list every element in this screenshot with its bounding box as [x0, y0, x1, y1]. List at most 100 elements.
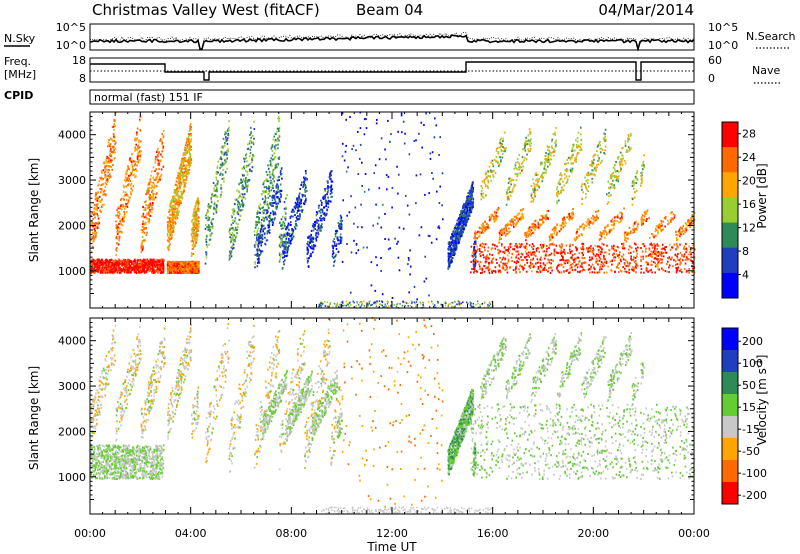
power-cell	[131, 263, 133, 266]
power-cell	[326, 180, 329, 183]
power-cell	[176, 211, 178, 214]
power-cell	[378, 187, 381, 190]
power-cell	[139, 153, 142, 156]
power-cell	[339, 236, 342, 239]
power-cell	[196, 263, 198, 266]
power-cell	[232, 222, 234, 224]
power-cell	[95, 232, 97, 235]
power-cell	[174, 221, 176, 224]
power-cell	[101, 269, 104, 272]
power-cell	[102, 262, 104, 265]
power-cell	[147, 187, 150, 190]
noise-tick-bottom-right: 10^0	[708, 39, 738, 52]
power-cell	[108, 169, 111, 172]
power-cell	[214, 194, 217, 197]
power-cell	[298, 202, 301, 205]
power-cell	[272, 211, 275, 214]
power-cell	[189, 148, 191, 151]
power-cell	[309, 235, 311, 238]
power-cell	[247, 184, 249, 187]
power-cell	[136, 259, 139, 262]
power-cell	[184, 182, 186, 185]
power-cell	[180, 169, 183, 172]
power-cell	[227, 148, 229, 151]
power-cell	[177, 171, 179, 174]
power-cell	[355, 243, 358, 246]
power-cell	[155, 168, 158, 171]
power-cell	[261, 210, 264, 213]
power-cell	[179, 261, 181, 264]
power-cell	[156, 177, 158, 180]
power-cell	[124, 266, 127, 269]
power-cell	[104, 262, 107, 265]
power-cell	[226, 150, 228, 152]
power-cell	[91, 250, 93, 253]
power-cell	[264, 197, 267, 200]
power-cell	[300, 183, 302, 186]
power-cell	[161, 150, 163, 153]
power-cell	[274, 213, 277, 216]
power-cell	[197, 222, 199, 225]
power-cell	[111, 263, 114, 266]
power-cell	[265, 239, 268, 242]
power-cell	[147, 213, 149, 216]
power-cell	[401, 131, 403, 134]
power-cell	[181, 267, 183, 270]
power-cell	[174, 199, 176, 202]
power-cell	[107, 171, 109, 174]
power-cell	[110, 258, 113, 261]
power-cell	[136, 161, 138, 163]
power-cell	[276, 195, 278, 198]
power-cell	[183, 158, 185, 161]
power-cell	[339, 233, 342, 236]
power-cell	[105, 183, 108, 186]
power-cell	[391, 186, 394, 189]
power-cell	[120, 203, 122, 206]
power-cell	[237, 200, 239, 203]
power-cell	[268, 203, 270, 206]
power-cell	[154, 170, 156, 173]
power-cell	[184, 149, 186, 152]
power-cell	[232, 246, 235, 249]
power-cell	[93, 239, 95, 242]
power-cell	[320, 199, 322, 202]
power-cell	[277, 128, 280, 131]
power-cell	[167, 271, 169, 274]
power-cell	[281, 253, 283, 256]
power-cell	[168, 239, 171, 241]
power-cell	[268, 222, 271, 225]
power-cell	[106, 175, 108, 178]
power-cell	[154, 260, 157, 263]
power-cell	[92, 270, 95, 273]
power-cell	[380, 226, 383, 229]
power-cell	[119, 261, 122, 264]
power-cell	[177, 212, 179, 215]
power-cell	[215, 211, 218, 214]
power-cell	[268, 170, 271, 173]
power-cell	[272, 170, 274, 173]
power-cell	[283, 201, 286, 204]
power-cell	[107, 156, 109, 159]
power-cell	[269, 173, 271, 176]
power-cell	[178, 167, 181, 170]
power-cell	[159, 271, 162, 274]
power-cell	[363, 133, 366, 136]
power-cell	[185, 181, 187, 184]
power-cell	[129, 259, 132, 262]
power-cell	[257, 215, 259, 218]
power-cell	[189, 133, 192, 135]
power-cell	[272, 202, 274, 205]
power-cell	[340, 226, 342, 229]
power-cell	[152, 166, 155, 169]
power-cell	[196, 199, 198, 202]
power-cell	[173, 211, 176, 214]
power-cell	[278, 252, 281, 254]
power-cell	[331, 253, 334, 256]
power-cell	[262, 229, 264, 232]
power-cell	[212, 218, 214, 221]
power-cell	[148, 212, 150, 215]
power-cell	[180, 167, 183, 170]
power-cell	[134, 265, 136, 268]
power-cell	[287, 246, 290, 249]
power-cell	[151, 189, 154, 192]
